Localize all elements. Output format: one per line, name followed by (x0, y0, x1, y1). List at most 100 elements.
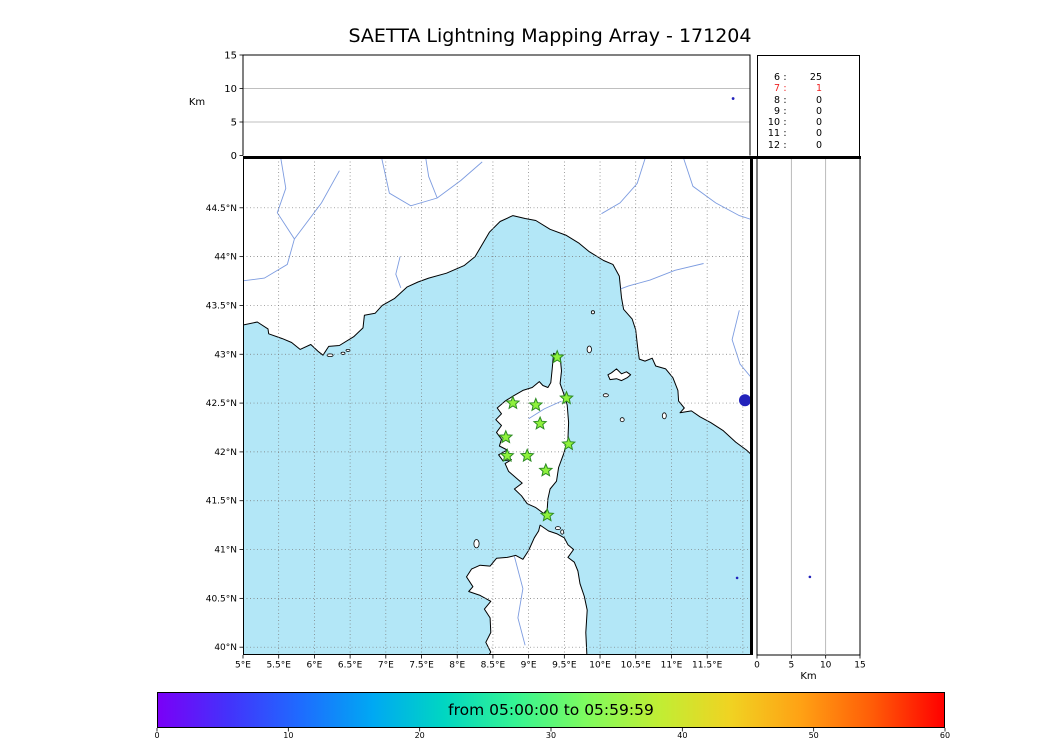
island-port-cros (340, 351, 346, 355)
river (601, 158, 646, 215)
station-star-marker (528, 397, 544, 412)
station-count-row: 7: 1 (758, 83, 859, 94)
colorbar-tick-label: 0 (154, 731, 160, 740)
station-star-marker (549, 349, 565, 364)
station-star-marker (538, 462, 554, 477)
station-count-row: 8: 0 (758, 95, 859, 106)
colorbar-tick-label: 30 (545, 731, 557, 740)
colorbar-tick-label: 60 (939, 731, 951, 740)
station-count: 0 (815, 139, 822, 151)
island-giglio (661, 412, 667, 420)
lon-tick-label: 8°E (449, 661, 465, 671)
alt-tick-label: 10 (224, 84, 237, 95)
river (620, 263, 704, 290)
source-point (739, 394, 750, 407)
island-asinara (473, 539, 480, 549)
colorbar-label: from 05:00:00 to 05:59:59 (448, 701, 654, 719)
station-count-row: 10: 0 (758, 117, 859, 128)
island-caprera (560, 529, 565, 535)
coastline-elba (607, 368, 632, 382)
lon-tick-label: 5.5°E (266, 661, 291, 671)
station-count: 0 (815, 128, 822, 140)
coastline-mainland (243, 158, 750, 454)
lon-tick-label: 7.5°E (409, 661, 434, 671)
lon-tick-label: 8.5°E (481, 661, 506, 671)
lat-tick-label: 42.5°N (206, 399, 237, 409)
station-count-row: 9: 0 (758, 106, 859, 117)
station-count-row: 11: 0 (758, 128, 859, 139)
km-tick-label: 5 (788, 661, 794, 671)
colorbar-tick-label: 10 (283, 731, 294, 740)
station-id: 9 (773, 105, 780, 117)
km-tick-label: 15 (854, 661, 865, 671)
colon: : (783, 128, 787, 140)
station-count-row: 6: 25 (758, 72, 859, 83)
island-montecristo (619, 417, 625, 423)
alt-axis-label: Km (189, 97, 205, 108)
station-id: 6 (773, 72, 780, 83)
lon-tick-label: 10°E (589, 661, 611, 671)
island-porquerolles (326, 353, 334, 357)
station-count: 0 (815, 94, 822, 106)
colon: : (783, 72, 787, 83)
alt-tick-label: 15 (224, 51, 237, 62)
source-point (808, 575, 812, 579)
chart-title: SAETTA Lightning Mapping Array - 171204 (348, 25, 752, 47)
lat-tick-label: 40.5°N (206, 594, 237, 604)
km-axis-label: Km (800, 671, 816, 682)
lat-tick-label: 44.5°N (206, 204, 237, 214)
alt-time-spines (242, 54, 751, 156)
colon: : (783, 139, 787, 151)
river (294, 170, 340, 240)
colorbar-gradient (158, 693, 944, 727)
station-count-row: 12: 0 (758, 140, 859, 151)
station-star-marker (499, 447, 515, 463)
station-count: 1 (815, 83, 822, 95)
coastline-sardinia (466, 524, 588, 655)
river (683, 158, 750, 220)
lat-tick-label: 40°N (214, 643, 237, 653)
river (395, 256, 402, 289)
lon-tick-label: 11°E (661, 661, 683, 671)
station-count: 25 (809, 72, 822, 83)
station-id: 11 (767, 128, 780, 140)
island-levant (345, 348, 351, 352)
island-gorgona (590, 310, 595, 315)
river (528, 400, 562, 420)
colon: : (783, 105, 787, 117)
alt-tick-label: 0 (231, 151, 237, 162)
lat-tick-label: 43°N (214, 350, 237, 360)
island-capraia (586, 345, 592, 354)
lon-tick-label: 7°E (378, 661, 394, 671)
station-id: 7 (773, 83, 780, 95)
source-point (731, 97, 735, 100)
alt-time-panel (243, 55, 750, 156)
lat-tick-label: 41.5°N (206, 497, 237, 507)
lat-tick-label: 42°N (214, 448, 237, 458)
colon: : (783, 83, 787, 95)
station-id: 12 (767, 139, 780, 151)
island-pianosa (602, 393, 609, 398)
lon-tick-label: 9°E (521, 661, 537, 671)
station-star-marker (519, 447, 535, 463)
station-count: 0 (815, 105, 822, 117)
station-star-marker (559, 390, 574, 405)
lat-tick-label: 43.5°N (206, 301, 237, 311)
alt-tick-label: 5 (231, 118, 237, 129)
river (513, 556, 526, 646)
map-panel (243, 158, 750, 655)
km-tick-label: 10 (820, 661, 832, 671)
station-star-marker (539, 507, 555, 522)
lon-tick-label: 6°E (306, 661, 322, 671)
colorbar-tick-label: 20 (414, 731, 425, 740)
river (425, 158, 438, 199)
station-id: 8 (773, 94, 780, 106)
lat-tick-label: 41°N (214, 546, 237, 556)
lon-tick-label: 6.5°E (338, 661, 363, 671)
lon-tick-label: 9.5°E (552, 661, 577, 671)
km-tick-label: 0 (754, 661, 760, 671)
station-id: 10 (767, 117, 780, 129)
island-maddalena (554, 526, 561, 530)
